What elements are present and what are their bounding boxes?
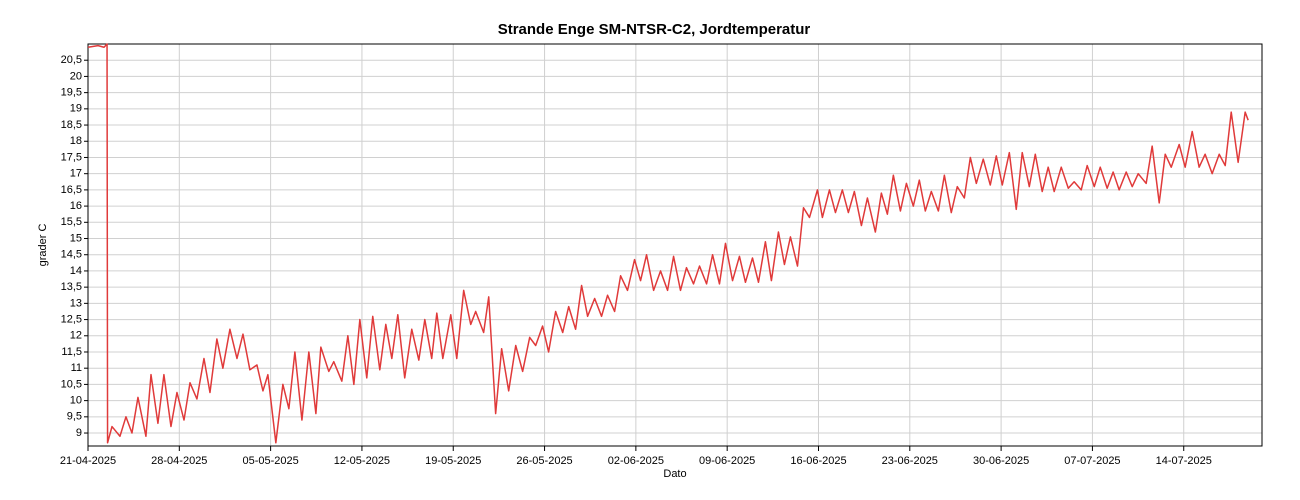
x-tick-label: 23-06-2025 [882, 455, 938, 467]
x-tick-label: 14-07-2025 [1156, 455, 1212, 467]
y-tick-label: 17,5 [61, 151, 82, 163]
y-tick-label: 11,5 [61, 346, 82, 358]
y-tick-label: 9,5 [67, 411, 82, 423]
y-tick-label: 16 [70, 200, 82, 212]
y-tick-label: 18 [70, 135, 82, 147]
y-tick-label: 12 [70, 330, 82, 342]
y-tick-label: 15,5 [61, 216, 82, 228]
y-tick-label: 19,5 [61, 87, 82, 99]
plot-frame [87, 43, 1263, 447]
data-line [87, 43, 1249, 444]
y-tick-label: 9 [76, 427, 82, 439]
x-tick-label: 26-05-2025 [516, 455, 572, 467]
x-tick-label: 12-05-2025 [334, 455, 390, 467]
y-tick-label: 13 [70, 297, 82, 309]
y-tick-label: 18,5 [61, 119, 82, 131]
y-tick-label: 11 [71, 362, 82, 374]
x-tick-label: 02-06-2025 [608, 455, 664, 467]
chart-title: Strande Enge SM-NTSR-C2, Jordtemperatur [498, 21, 811, 38]
x-axis-label: Dato [663, 468, 686, 480]
y-tick-label: 13,5 [61, 281, 82, 293]
y-tick-label: 12,5 [61, 313, 82, 325]
y-tick-label: 10 [70, 395, 82, 407]
y-tick-label: 15 [70, 232, 82, 244]
x-tick-label: 16-06-2025 [790, 455, 846, 467]
x-tick-label: 21-04-2025 [60, 455, 116, 467]
x-tick-label: 30-06-2025 [973, 455, 1029, 467]
y-tick-label: 14 [70, 265, 82, 277]
y-tick-label: 14,5 [61, 249, 82, 261]
y-tick-label: 20 [70, 70, 82, 82]
y-tick-label: 10,5 [61, 378, 82, 390]
x-tick-label: 28-04-2025 [151, 455, 207, 467]
y-tick-label: 16,5 [61, 184, 82, 196]
y-tick-label: 17 [70, 168, 82, 180]
x-tick-label: 05-05-2025 [242, 455, 298, 467]
y-tick-label: 20,5 [61, 54, 82, 66]
x-tick-label: 09-06-2025 [699, 455, 755, 467]
y-tick-label: 19 [70, 103, 82, 115]
x-tick-label: 07-07-2025 [1064, 455, 1120, 467]
y-axis-label: grader C [37, 224, 49, 267]
x-tick-label: 19-05-2025 [425, 455, 481, 467]
